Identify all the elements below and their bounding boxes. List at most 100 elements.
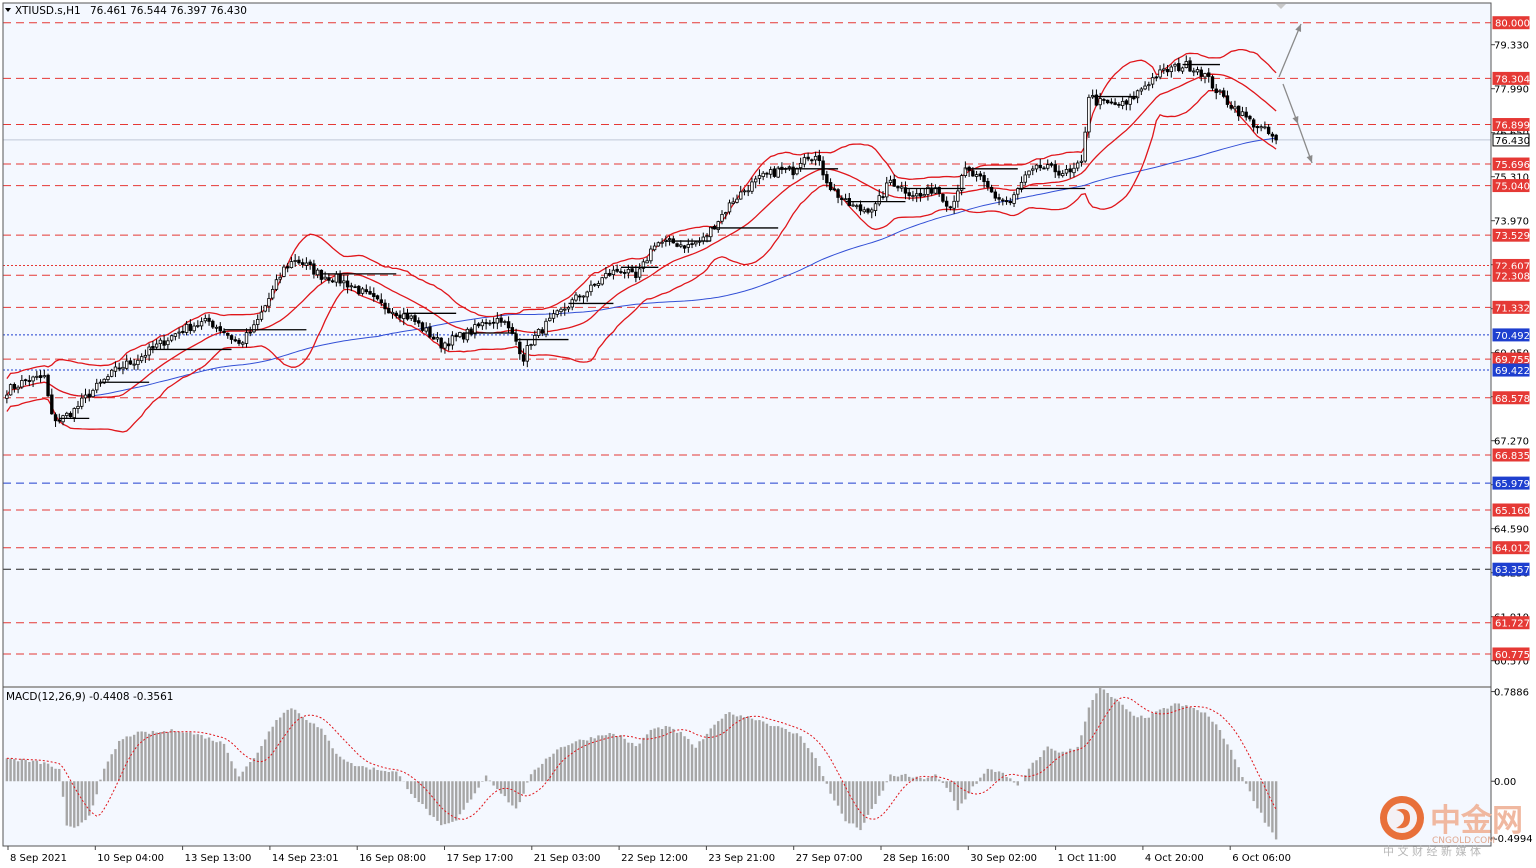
candle	[1143, 81, 1147, 91]
candle-body	[836, 189, 840, 198]
level-label-text: 61.727	[1495, 619, 1530, 630]
candle	[166, 337, 170, 351]
candle-body	[147, 346, 151, 356]
candle	[476, 322, 481, 329]
candle-body	[592, 283, 597, 286]
candle	[256, 314, 260, 331]
candle-body	[83, 394, 88, 399]
brand-tagline: 中 文 财 经 新 媒 体	[1383, 844, 1481, 858]
candle-body	[667, 238, 672, 241]
candle	[757, 169, 762, 185]
price-tick-label-14: 60.570	[1494, 657, 1529, 668]
candle-body	[1113, 102, 1117, 105]
candle	[555, 309, 559, 318]
dropdown-triangle-icon[interactable]	[5, 8, 11, 12]
candle	[1042, 166, 1046, 170]
candle-body	[1274, 134, 1278, 141]
candle	[199, 317, 204, 330]
candle-body	[315, 269, 320, 276]
level-label-box	[1492, 616, 1530, 630]
candle	[323, 271, 327, 281]
candle	[12, 382, 17, 393]
candle	[106, 373, 110, 382]
level-label-12: 68.578	[1492, 391, 1530, 405]
candle	[1083, 126, 1087, 163]
candle-body	[390, 311, 395, 315]
candle	[1274, 133, 1278, 145]
candle	[132, 358, 136, 370]
candle	[529, 343, 533, 350]
candle	[38, 370, 43, 383]
level-label-box	[1492, 363, 1530, 377]
candle-body	[1068, 168, 1072, 173]
candle-body	[110, 369, 114, 377]
candle-body	[862, 209, 866, 213]
candle-body	[50, 394, 54, 415]
level-label-box	[1492, 391, 1530, 405]
candle-body	[944, 200, 949, 207]
candle	[345, 275, 350, 294]
level-label-16: 64.012	[1492, 541, 1530, 555]
candle	[229, 334, 234, 344]
level-label-box	[1492, 16, 1530, 30]
candle	[473, 319, 477, 339]
candle-body	[1240, 111, 1245, 116]
candle-body	[169, 335, 174, 341]
level-label-box	[1492, 133, 1530, 147]
candle	[413, 312, 417, 326]
candle	[278, 272, 282, 284]
candle-body	[267, 298, 271, 307]
candle	[544, 318, 548, 338]
candle-body	[1248, 115, 1252, 120]
level-label-1: 78.304	[1492, 71, 1530, 85]
candle-body	[873, 203, 878, 211]
candle-body	[252, 324, 256, 333]
candle-body	[233, 339, 237, 342]
candle-body	[304, 262, 309, 266]
candle	[203, 314, 208, 324]
candle-body	[424, 327, 428, 332]
candle-body	[948, 206, 953, 209]
candle-body	[229, 335, 234, 340]
candle	[551, 309, 556, 323]
candle-body	[106, 376, 110, 380]
time-tick-label-9: 27 Sep 07:00	[796, 853, 863, 864]
candle	[877, 189, 881, 207]
candle-body	[881, 196, 885, 198]
level-label-box	[1492, 118, 1530, 132]
candle	[1158, 65, 1162, 80]
candle	[581, 295, 586, 303]
candle-body	[181, 330, 185, 333]
candle-body	[327, 277, 331, 281]
price-tick-label-11: 64.590	[1494, 525, 1529, 536]
candle	[315, 268, 320, 279]
candle-body	[214, 326, 219, 329]
candle-body	[832, 188, 837, 191]
candle	[76, 400, 80, 414]
candle	[491, 317, 496, 329]
candle	[409, 314, 413, 321]
candle-body	[855, 205, 859, 208]
candle	[289, 256, 294, 269]
candle-body	[870, 209, 874, 213]
arrow-up-head	[1295, 24, 1302, 32]
candle-body	[1001, 199, 1005, 202]
candle	[46, 373, 50, 398]
candle	[169, 334, 174, 343]
brand-watermark: 中金网 CNGOLD.COM 中 文 财 经 新 媒 体	[1380, 796, 1523, 858]
candle-body	[536, 328, 541, 336]
candle-body	[35, 375, 39, 378]
candle	[1270, 131, 1275, 143]
candle	[330, 278, 335, 283]
time-tick-label-14: 6 Oct 06:00	[1232, 853, 1291, 864]
candle-body	[91, 389, 95, 398]
candle-body	[379, 299, 383, 304]
candle-body	[491, 321, 496, 324]
candle-body	[282, 266, 286, 277]
candle	[226, 332, 230, 339]
candle-body	[473, 324, 477, 335]
candle	[484, 318, 488, 330]
bollinger-lower-band	[6, 89, 1277, 433]
time-tick-label-12: 1 Oct 11:00	[1058, 853, 1117, 864]
